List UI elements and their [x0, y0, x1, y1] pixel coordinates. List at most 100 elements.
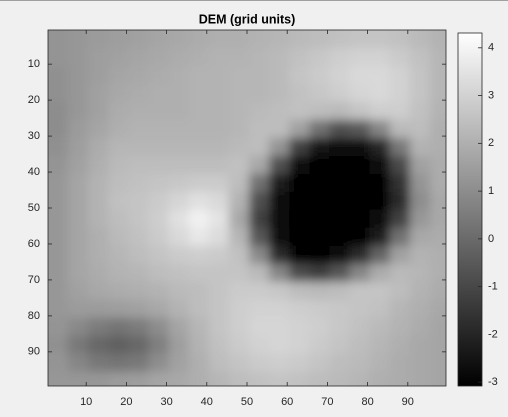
- cell: [429, 227, 446, 247]
- cell: [88, 155, 109, 175]
- cell: [249, 317, 270, 337]
- cell: [389, 353, 411, 373]
- cell: [269, 137, 290, 157]
- cell: [249, 65, 270, 85]
- y-tick-label: 90: [28, 346, 40, 358]
- cell: [289, 335, 310, 355]
- cell: [48, 299, 69, 319]
- cell: [429, 263, 446, 283]
- cell: [269, 101, 290, 121]
- cell: [168, 227, 190, 247]
- cell: [68, 263, 89, 283]
- cell: [369, 317, 391, 337]
- cell: [68, 317, 89, 337]
- cell: [188, 137, 210, 157]
- cell: [309, 155, 330, 175]
- colorbar-tick-label: 1: [488, 185, 494, 197]
- cell: [188, 335, 210, 355]
- cell: [128, 371, 150, 386]
- cell: [208, 227, 230, 247]
- y-tick-label: 30: [28, 130, 40, 142]
- cell: [349, 371, 371, 386]
- cell: [409, 317, 431, 337]
- cell: [148, 101, 170, 121]
- cell: [228, 245, 250, 265]
- cell: [128, 317, 150, 337]
- cell: [88, 317, 109, 337]
- x-tick-label: 50: [241, 396, 253, 408]
- cell: [68, 227, 89, 247]
- y-tick-label: 10: [28, 58, 40, 70]
- cell: [349, 65, 371, 85]
- cell: [188, 371, 210, 386]
- cell: [48, 119, 69, 139]
- cell: [188, 155, 210, 175]
- cell: [68, 47, 89, 67]
- cell: [88, 191, 109, 211]
- cell: [409, 83, 431, 103]
- cell: [309, 209, 330, 229]
- cell: [429, 353, 446, 373]
- cell: [208, 299, 230, 319]
- cell: [329, 191, 351, 211]
- cell: [409, 137, 431, 157]
- cell: [208, 209, 230, 229]
- cell: [228, 353, 250, 373]
- cell: [389, 119, 411, 139]
- cell: [208, 47, 230, 67]
- cell: [228, 317, 250, 337]
- cell: [289, 263, 310, 283]
- cell: [108, 83, 129, 103]
- cell: [68, 155, 89, 175]
- cell: [208, 371, 230, 386]
- cell: [168, 245, 190, 265]
- cell: [269, 191, 290, 211]
- cell: [148, 47, 170, 67]
- cell: [269, 173, 290, 193]
- cell: [389, 155, 411, 175]
- cell: [369, 245, 391, 265]
- cell: [329, 281, 351, 301]
- cell: [269, 281, 290, 301]
- cell: [188, 353, 210, 373]
- cell: [369, 209, 391, 229]
- cell: [228, 30, 250, 49]
- cell: [208, 245, 230, 265]
- cell: [228, 281, 250, 301]
- cell: [128, 65, 150, 85]
- cell: [148, 353, 170, 373]
- cell: [128, 245, 150, 265]
- cell: [289, 155, 310, 175]
- colorbar-tick-label: -3: [488, 376, 498, 388]
- cell: [409, 335, 431, 355]
- cell: [309, 65, 330, 85]
- cell: [68, 209, 89, 229]
- cell: [289, 299, 310, 319]
- cell: [148, 281, 170, 301]
- cell: [369, 83, 391, 103]
- cell: [409, 30, 431, 49]
- cell: [188, 299, 210, 319]
- cell: [349, 137, 371, 157]
- cell: [309, 281, 330, 301]
- cell: [128, 137, 150, 157]
- cell: [409, 227, 431, 247]
- cell: [228, 299, 250, 319]
- cell: [349, 335, 371, 355]
- cell: [148, 173, 170, 193]
- cell: [68, 191, 89, 211]
- cell: [249, 191, 270, 211]
- cell: [188, 83, 210, 103]
- cell: [409, 47, 431, 67]
- cell: [269, 317, 290, 337]
- cell: [309, 173, 330, 193]
- cell: [389, 191, 411, 211]
- cell: [168, 209, 190, 229]
- cell: [168, 65, 190, 85]
- cell: [208, 353, 230, 373]
- cell: [249, 173, 270, 193]
- cell: [168, 191, 190, 211]
- y-tick-label: 40: [28, 166, 40, 178]
- cell: [389, 227, 411, 247]
- cell: [108, 101, 129, 121]
